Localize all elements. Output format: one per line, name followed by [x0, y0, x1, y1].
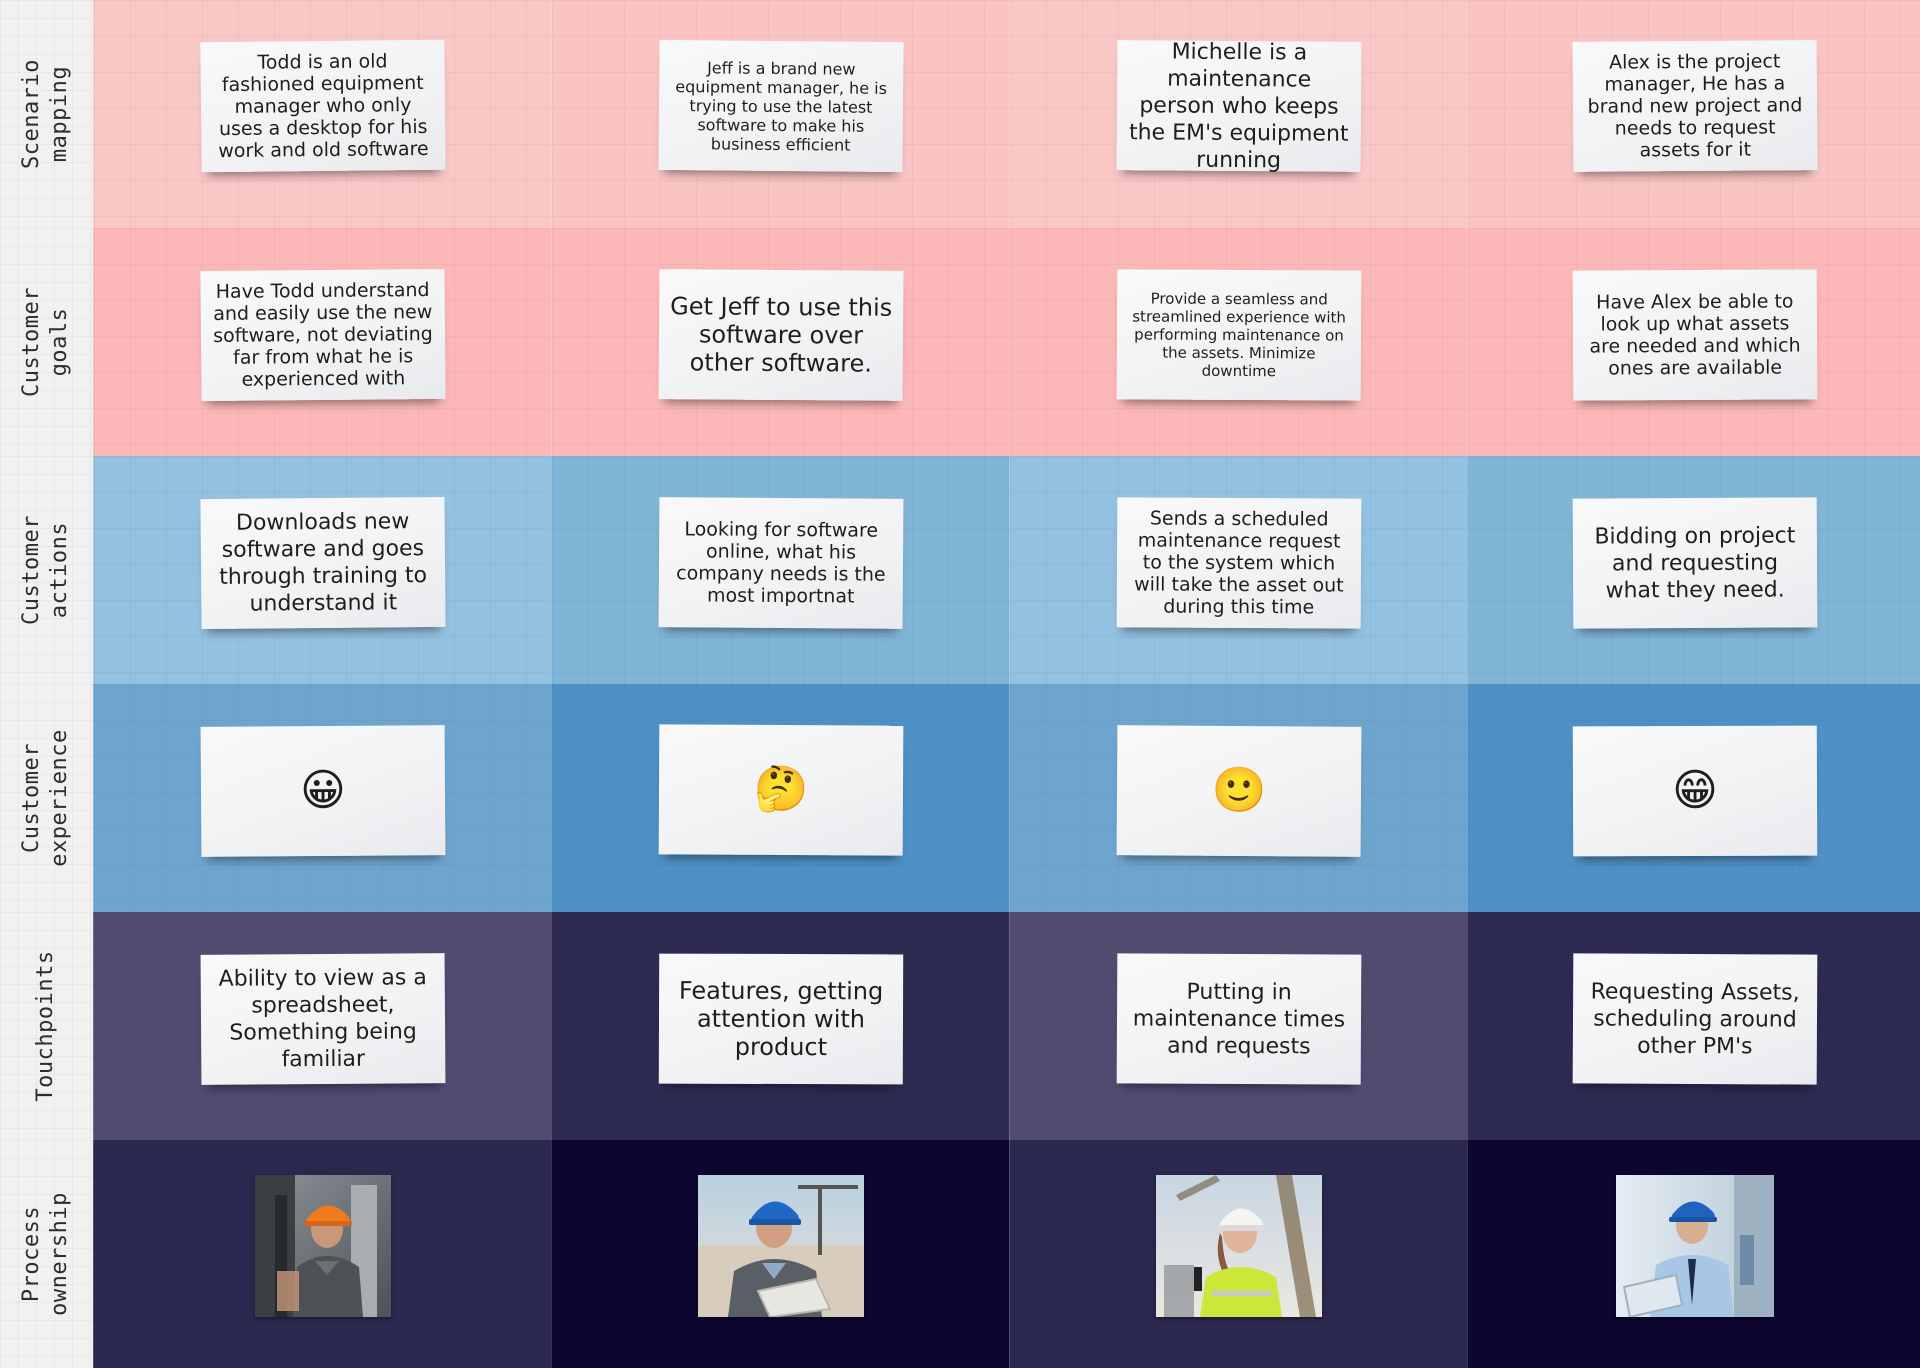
row-label-touchpoints: Touchpoints: [33, 950, 58, 1102]
sticky-note-experience-alex[interactable]: 😁: [1572, 725, 1817, 857]
row-label-process-ownership: Process ownership: [19, 1192, 72, 1316]
sticky-note-experience-michelle[interactable]: 🙂: [1116, 725, 1362, 857]
cell-ownership-1[interactable]: [93, 1140, 552, 1368]
cell-scenario-2[interactable]: Jeff is a brand new equipment manager, h…: [551, 0, 1010, 228]
cell-actions-2[interactable]: Looking for software online, what his co…: [551, 456, 1010, 684]
row-label-column: Touchpoints: [0, 912, 94, 1140]
photo-worker-orange-hardhat[interactable]: [255, 1175, 391, 1317]
sticky-note-experience-jeff[interactable]: 🤔: [658, 724, 904, 856]
woman-white-hardhat-radio-image: [1156, 1175, 1322, 1317]
cell-ownership-4[interactable]: [1467, 1140, 1920, 1368]
cell-scenario-1[interactable]: Todd is an old fashioned equipment manag…: [93, 0, 552, 228]
worker-blue-hardhat-tablet-image: [698, 1175, 864, 1317]
manager-blue-hardhat-blueprints-image: [1615, 1175, 1774, 1317]
cell-actions-4[interactable]: Bidding on project and requesting what t…: [1467, 456, 1920, 684]
sticky-note-touchpoints-alex[interactable]: Requesting Assets, scheduling around oth…: [1572, 953, 1817, 1085]
cell-experience-1[interactable]: 😀: [93, 684, 552, 912]
photo-worker-blue-hardhat-tablet[interactable]: [698, 1175, 864, 1317]
row-customer-experience: Customer experience 😀 🤔 🙂 😁: [0, 684, 1920, 912]
row-label-column: Customer actions: [0, 456, 94, 684]
photo-woman-white-hardhat-radio[interactable]: [1156, 1175, 1322, 1317]
photo-manager-blue-hardhat-blueprints[interactable]: [1615, 1175, 1774, 1317]
sticky-note-goals-michelle[interactable]: Provide a seamless and streamlined exper…: [1116, 269, 1362, 401]
cell-touchpoints-2[interactable]: Features, getting attention with product: [551, 912, 1010, 1140]
cell-experience-2[interactable]: 🤔: [551, 684, 1010, 912]
sticky-note-goals-todd[interactable]: Have Todd understand and easily use the …: [200, 268, 446, 402]
sticky-note-goals-jeff[interactable]: Get Jeff to use this software over other…: [658, 269, 904, 401]
row-touchpoints: Touchpoints Ability to view as a spreads…: [0, 912, 1920, 1140]
sticky-note-actions-todd[interactable]: Downloads new software and goes through …: [200, 496, 446, 630]
sticky-note-scenario-todd[interactable]: Todd is an old fashioned equipment manag…: [200, 39, 446, 173]
cell-ownership-2[interactable]: [551, 1140, 1010, 1368]
cell-scenario-4[interactable]: Alex is the project manager, He has a br…: [1467, 0, 1920, 228]
row-label-customer-experience: Customer experience: [19, 729, 72, 867]
cell-goals-4[interactable]: Have Alex be able to look up what assets…: [1467, 228, 1920, 456]
cell-touchpoints-3[interactable]: Putting in maintenance times and request…: [1009, 912, 1468, 1140]
sticky-note-touchpoints-jeff[interactable]: Features, getting attention with product: [658, 953, 904, 1085]
cell-touchpoints-1[interactable]: Ability to view as a spreadsheet, Someth…: [93, 912, 552, 1140]
beaming-face-icon: 😁: [1671, 764, 1718, 817]
slightly-smiling-face-icon: 🙂: [1211, 764, 1267, 817]
row-label-scenario-mapping: Scenario mapping: [19, 59, 72, 169]
worker-orange-hardhat-image: [255, 1175, 391, 1317]
row-label-customer-actions: Customer actions: [19, 515, 72, 625]
cell-touchpoints-4[interactable]: Requesting Assets, scheduling around oth…: [1467, 912, 1920, 1140]
row-label-column: Customer goals: [0, 228, 94, 456]
cell-ownership-3[interactable]: [1009, 1140, 1468, 1368]
cell-goals-3[interactable]: Provide a seamless and streamlined exper…: [1009, 228, 1468, 456]
cell-scenario-3[interactable]: Michelle is a maintenance person who kee…: [1009, 0, 1468, 228]
row-label-column: Scenario mapping: [0, 0, 94, 228]
cell-experience-4[interactable]: 😁: [1467, 684, 1920, 912]
cell-actions-3[interactable]: Sends a scheduled maintenance request to…: [1009, 456, 1468, 684]
cell-goals-1[interactable]: Have Todd understand and easily use the …: [93, 228, 552, 456]
row-customer-goals: Customer goals Have Todd understand and …: [0, 228, 1920, 456]
sticky-note-actions-alex[interactable]: Bidding on project and requesting what t…: [1572, 497, 1817, 629]
grinning-face-icon: 😀: [299, 764, 347, 817]
cell-actions-1[interactable]: Downloads new software and goes through …: [93, 456, 552, 684]
row-customer-actions: Customer actions Downloads new software …: [0, 456, 1920, 684]
cell-experience-3[interactable]: 🙂: [1009, 684, 1468, 912]
row-label-column: Process ownership: [0, 1140, 94, 1368]
sticky-note-touchpoints-michelle[interactable]: Putting in maintenance times and request…: [1116, 953, 1362, 1085]
row-scenario-mapping: Scenario mapping Todd is an old fashione…: [0, 0, 1920, 228]
sticky-note-actions-jeff[interactable]: Looking for software online, what his co…: [658, 497, 904, 629]
sticky-note-actions-michelle[interactable]: Sends a scheduled maintenance request to…: [1116, 497, 1362, 629]
sticky-note-touchpoints-todd[interactable]: Ability to view as a spreadsheet, Someth…: [200, 953, 446, 1085]
cell-goals-2[interactable]: Get Jeff to use this software over other…: [551, 228, 1010, 456]
sticky-note-scenario-jeff[interactable]: Jeff is a brand new equipment manager, h…: [658, 39, 904, 173]
sticky-note-experience-todd[interactable]: 😀: [200, 725, 446, 857]
row-label-column: Customer experience: [0, 684, 94, 912]
row-label-customer-goals: Customer goals: [19, 287, 72, 397]
sticky-note-goals-alex[interactable]: Have Alex be able to look up what assets…: [1572, 269, 1817, 401]
sticky-note-scenario-michelle[interactable]: Michelle is a maintenance person who kee…: [1116, 39, 1362, 173]
thinking-face-icon: 🤔: [753, 763, 809, 816]
row-process-ownership: Process ownership: [0, 1140, 1920, 1368]
sticky-note-scenario-alex[interactable]: Alex is the project manager, He has a br…: [1572, 40, 1817, 172]
